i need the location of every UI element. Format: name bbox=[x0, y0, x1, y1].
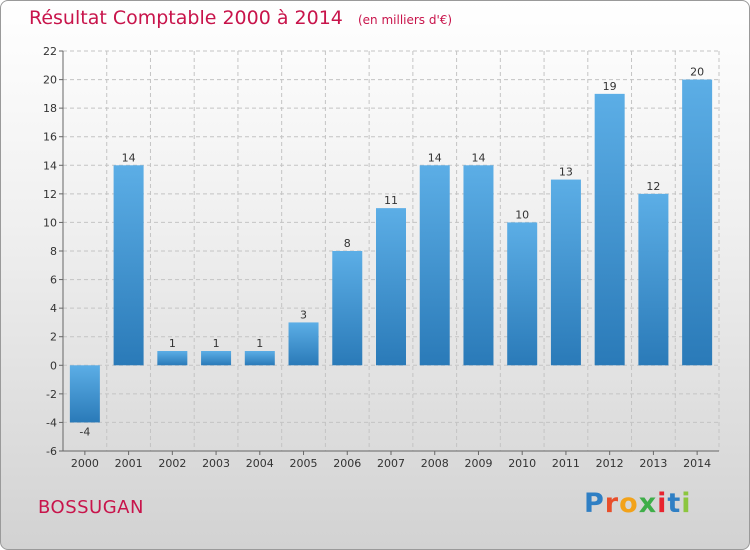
bars bbox=[69, 79, 713, 423]
x-tick-label: 2013 bbox=[639, 457, 667, 470]
data-label: 8 bbox=[344, 237, 351, 250]
x-tick-label: 2005 bbox=[290, 457, 318, 470]
y-tick-label: -4 bbox=[46, 416, 57, 429]
brand-letter: P bbox=[584, 488, 605, 519]
x-tick-label: 2010 bbox=[508, 457, 536, 470]
data-label: 13 bbox=[559, 166, 573, 179]
y-tick-label: 4 bbox=[50, 302, 57, 315]
axes bbox=[59, 50, 719, 455]
brand-logo: Proxiti bbox=[584, 488, 692, 519]
data-label: 14 bbox=[428, 151, 442, 164]
bar-2007 bbox=[376, 208, 406, 366]
brand-letter: i bbox=[657, 488, 668, 519]
place-name: BOSSUGAN bbox=[38, 497, 144, 518]
x-tick-label: 2007 bbox=[377, 457, 405, 470]
x-tick-label: 2011 bbox=[552, 457, 580, 470]
x-tick-label: 2012 bbox=[596, 457, 624, 470]
data-label: 3 bbox=[300, 308, 307, 321]
y-tick-label: 6 bbox=[50, 274, 57, 287]
bar-2010 bbox=[507, 222, 538, 366]
chart-subtitle: (en milliers d'€) bbox=[357, 13, 453, 27]
data-label: -4 bbox=[79, 425, 90, 438]
bar-2001 bbox=[113, 165, 144, 366]
data-label: 14 bbox=[471, 151, 485, 164]
y-tick-label: 10 bbox=[43, 216, 57, 229]
bar-2005 bbox=[288, 322, 319, 366]
bar-2013 bbox=[638, 193, 669, 366]
bar-2014 bbox=[682, 79, 713, 366]
bar-2009 bbox=[463, 165, 494, 366]
x-tick-label: 2000 bbox=[71, 457, 99, 470]
bar-2011 bbox=[550, 179, 581, 366]
x-tick-label: 2002 bbox=[158, 457, 186, 470]
bar-2003 bbox=[201, 351, 232, 366]
y-tick-label: 16 bbox=[43, 131, 57, 144]
y-tick-label: 2 bbox=[50, 331, 57, 344]
brand-letter: o bbox=[619, 488, 639, 519]
bar-2012 bbox=[594, 93, 625, 366]
x-tick-label: 2009 bbox=[464, 457, 492, 470]
y-tick-label: 20 bbox=[43, 74, 57, 87]
brand-letter: x bbox=[638, 488, 658, 519]
y-tick-label: 0 bbox=[50, 359, 57, 372]
y-tick-label: 12 bbox=[43, 188, 57, 201]
data-label: 19 bbox=[603, 80, 617, 93]
brand-letter: i bbox=[681, 488, 692, 519]
y-tick-label: 18 bbox=[43, 102, 57, 115]
y-tick-label: -6 bbox=[46, 445, 57, 458]
data-label: 20 bbox=[690, 66, 704, 79]
brand-letter: t bbox=[667, 488, 682, 519]
y-tick-label: 8 bbox=[50, 245, 57, 258]
data-label: 14 bbox=[122, 151, 136, 164]
x-tick-label: 2004 bbox=[246, 457, 274, 470]
data-label: 1 bbox=[256, 337, 263, 350]
x-tick-label: 2006 bbox=[333, 457, 361, 470]
y-tick-label: 14 bbox=[43, 159, 57, 172]
data-label: 1 bbox=[213, 337, 220, 350]
y-tick-label: 22 bbox=[43, 45, 57, 58]
data-label: 1 bbox=[169, 337, 176, 350]
bar-2002 bbox=[157, 351, 188, 366]
brand-letter: r bbox=[604, 488, 620, 519]
chart-title: Résultat Comptable 2000 à 2014 bbox=[29, 7, 343, 29]
bar-2008 bbox=[419, 165, 450, 366]
title-row: Résultat Comptable 2000 à 2014 (en milli… bbox=[29, 7, 452, 29]
bar-2006 bbox=[332, 251, 363, 366]
x-tick-label: 2003 bbox=[202, 457, 230, 470]
y-tick-label: -2 bbox=[46, 388, 57, 401]
data-label: 12 bbox=[646, 180, 660, 193]
data-label: 11 bbox=[384, 194, 398, 207]
x-tick-label: 2014 bbox=[683, 457, 711, 470]
x-tick-label: 2008 bbox=[421, 457, 449, 470]
data-label: 10 bbox=[515, 208, 529, 221]
x-tick-label: 2001 bbox=[115, 457, 143, 470]
bar-2000 bbox=[69, 365, 100, 423]
bar-2004 bbox=[244, 351, 275, 366]
labels: -6-4-20246810121416182022-42000142001120… bbox=[43, 45, 711, 470]
